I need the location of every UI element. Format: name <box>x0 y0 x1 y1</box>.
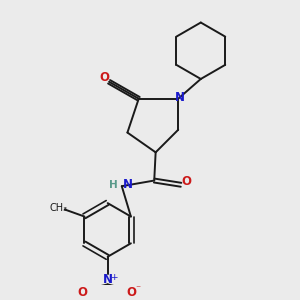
Text: +: + <box>110 272 118 281</box>
Text: O: O <box>78 286 88 298</box>
Text: N: N <box>175 91 184 104</box>
Text: O: O <box>126 286 136 298</box>
Text: ⁻: ⁻ <box>135 285 140 295</box>
Text: O: O <box>100 71 110 84</box>
Text: CH₃: CH₃ <box>50 203 68 213</box>
Text: H: H <box>109 180 118 190</box>
Text: O: O <box>182 176 192 188</box>
Text: N: N <box>123 178 133 191</box>
Text: N: N <box>103 273 113 286</box>
